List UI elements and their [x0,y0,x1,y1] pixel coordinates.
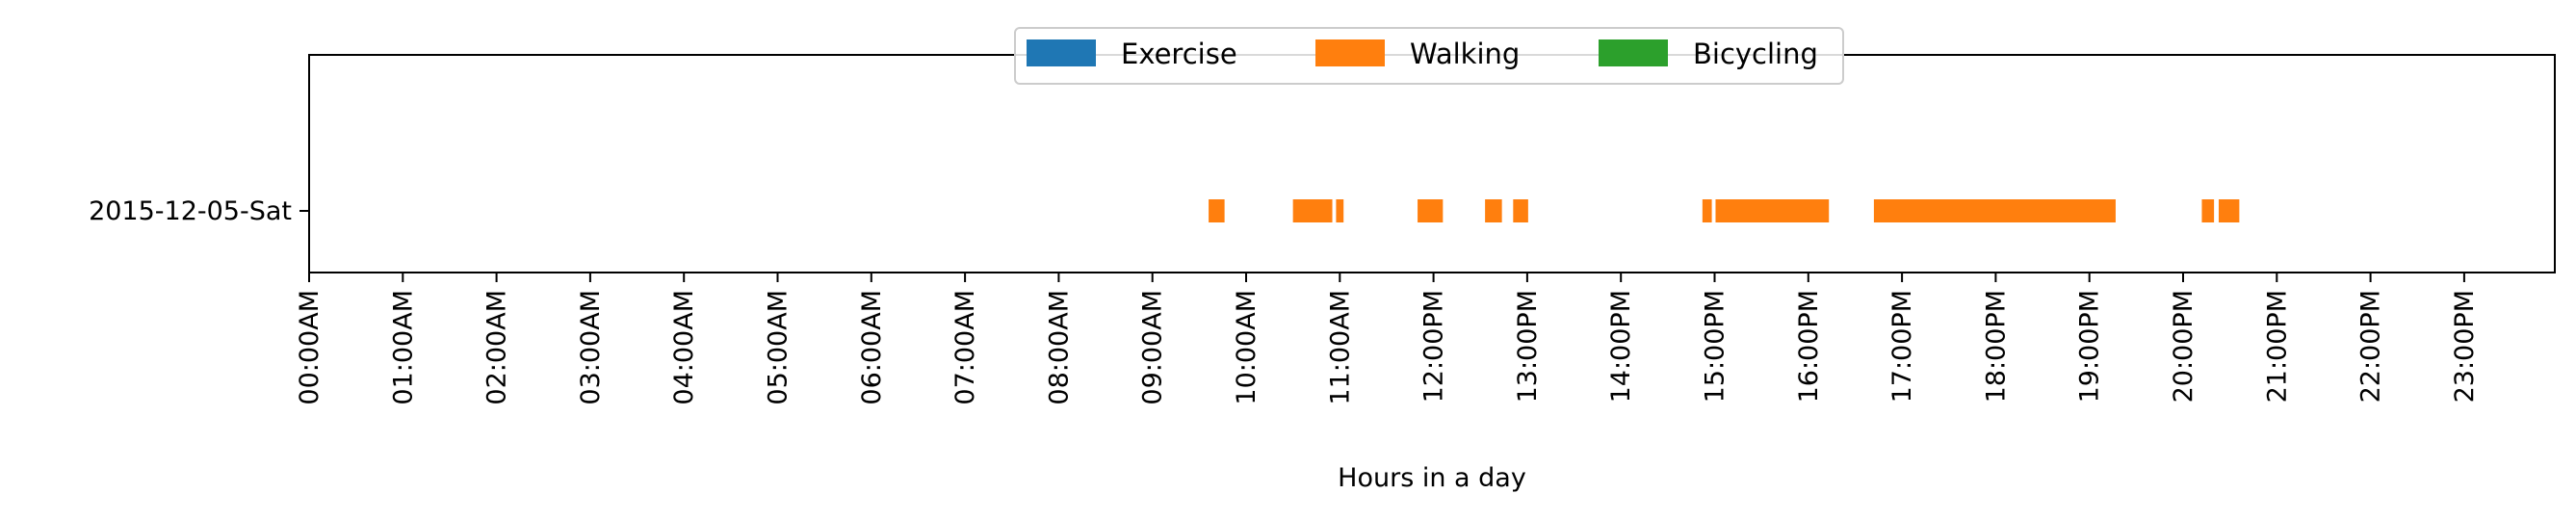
y-tick-label: 2015-12-05-Sat [89,196,292,226]
legend-label-bicycling: Bicycling [1693,38,1818,70]
interval-bar-walking [1209,199,1225,222]
x-tick-label: 05:00AM [764,290,794,405]
x-tick-label: 08:00AM [1044,290,1074,405]
interval-bar-walking [1715,199,1830,222]
interval-bar-walking [1418,199,1444,222]
x-tick-label: 12:00PM [1419,290,1449,403]
x-tick-label: 17:00PM [1887,290,1917,403]
legend-swatch-bicycling [1599,39,1668,66]
legend-label-walking: Walking [1410,38,1520,70]
x-tick-label: 00:00AM [295,290,325,405]
legend-label-exercise: Exercise [1121,38,1237,70]
interval-bar-walking [1873,199,2116,222]
interval-bar-walking [1513,199,1528,222]
interval-bar-walking [2201,199,2215,222]
x-tick-label: 13:00PM [1513,290,1543,403]
x-tick-label: 16:00PM [1794,290,1824,403]
x-axis-label: Hours in a day [1338,463,1526,493]
x-tick-label: 21:00PM [2262,290,2292,403]
x-axis: 00:00AM 01:00AM 02:00AM 03:00AM 04:00AM 05:00… [295,273,2480,405]
x-tick-label: 06:00AM [857,290,887,405]
x-tick-label: 11:00AM [1325,290,1355,405]
x-tick-label: 03:00AM [576,290,606,405]
legend-swatch-exercise [1027,39,1096,66]
x-tick-label: 20:00PM [2169,290,2199,403]
x-tick-label: 18:00PM [1981,290,2011,403]
legend: Exercise Walking Bicycling [1014,27,1844,85]
interval-bar-walking [2218,199,2240,222]
plot-area [309,55,2555,273]
interval-bars [1209,199,2240,222]
x-tick-label: 01:00AM [388,290,418,405]
x-tick-label: 19:00PM [2075,290,2105,403]
x-tick-label: 07:00AM [950,290,980,405]
interval-bar-walking [1485,199,1502,222]
x-tick-label: 22:00PM [2356,290,2386,403]
interval-bar-walking [1336,199,1344,222]
interval-bar-walking [1292,199,1333,222]
x-tick-label: 14:00PM [1606,290,1636,403]
x-tick-label: 10:00AM [1232,290,1262,405]
legend-swatch-walking [1315,39,1385,66]
x-tick-label: 15:00PM [1701,290,1730,403]
y-axis: 2015-12-05-Sat [89,196,309,226]
x-tick-label: 04:00AM [669,290,699,405]
x-tick-label: 02:00AM [482,290,512,405]
x-tick-label: 09:00AM [1138,290,1168,405]
x-tick-label: 23:00PM [2450,290,2480,403]
interval-bar-walking [1702,199,1712,222]
